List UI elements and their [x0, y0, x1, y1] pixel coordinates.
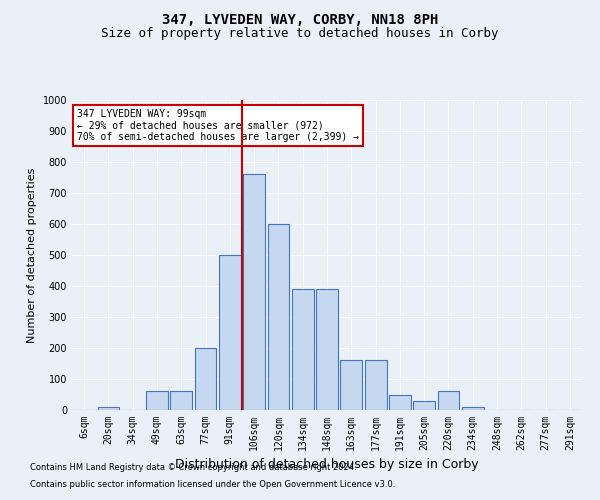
- Text: 347, LYVEDEN WAY, CORBY, NN18 8PH: 347, LYVEDEN WAY, CORBY, NN18 8PH: [162, 12, 438, 26]
- Bar: [316, 289, 338, 410]
- Y-axis label: Number of detached properties: Number of detached properties: [27, 168, 37, 342]
- Text: Size of property relative to detached houses in Corby: Size of property relative to detached ho…: [101, 28, 499, 40]
- Text: Contains HM Land Registry data © Crown copyright and database right 2024.: Contains HM Land Registry data © Crown c…: [30, 464, 356, 472]
- Bar: [219, 255, 241, 410]
- Text: Contains public sector information licensed under the Open Government Licence v3: Contains public sector information licen…: [30, 480, 395, 489]
- Bar: [146, 392, 168, 410]
- Bar: [365, 360, 386, 410]
- X-axis label: Distribution of detached houses by size in Corby: Distribution of detached houses by size …: [175, 458, 479, 471]
- Bar: [389, 394, 411, 410]
- Bar: [97, 407, 119, 410]
- Bar: [194, 348, 217, 410]
- Text: 347 LYVEDEN WAY: 99sqm
← 29% of detached houses are smaller (972)
70% of semi-de: 347 LYVEDEN WAY: 99sqm ← 29% of detached…: [77, 110, 359, 142]
- Bar: [268, 224, 289, 410]
- Bar: [462, 407, 484, 410]
- Bar: [340, 360, 362, 410]
- Bar: [170, 392, 192, 410]
- Bar: [292, 289, 314, 410]
- Bar: [437, 392, 460, 410]
- Bar: [243, 174, 265, 410]
- Bar: [413, 400, 435, 410]
